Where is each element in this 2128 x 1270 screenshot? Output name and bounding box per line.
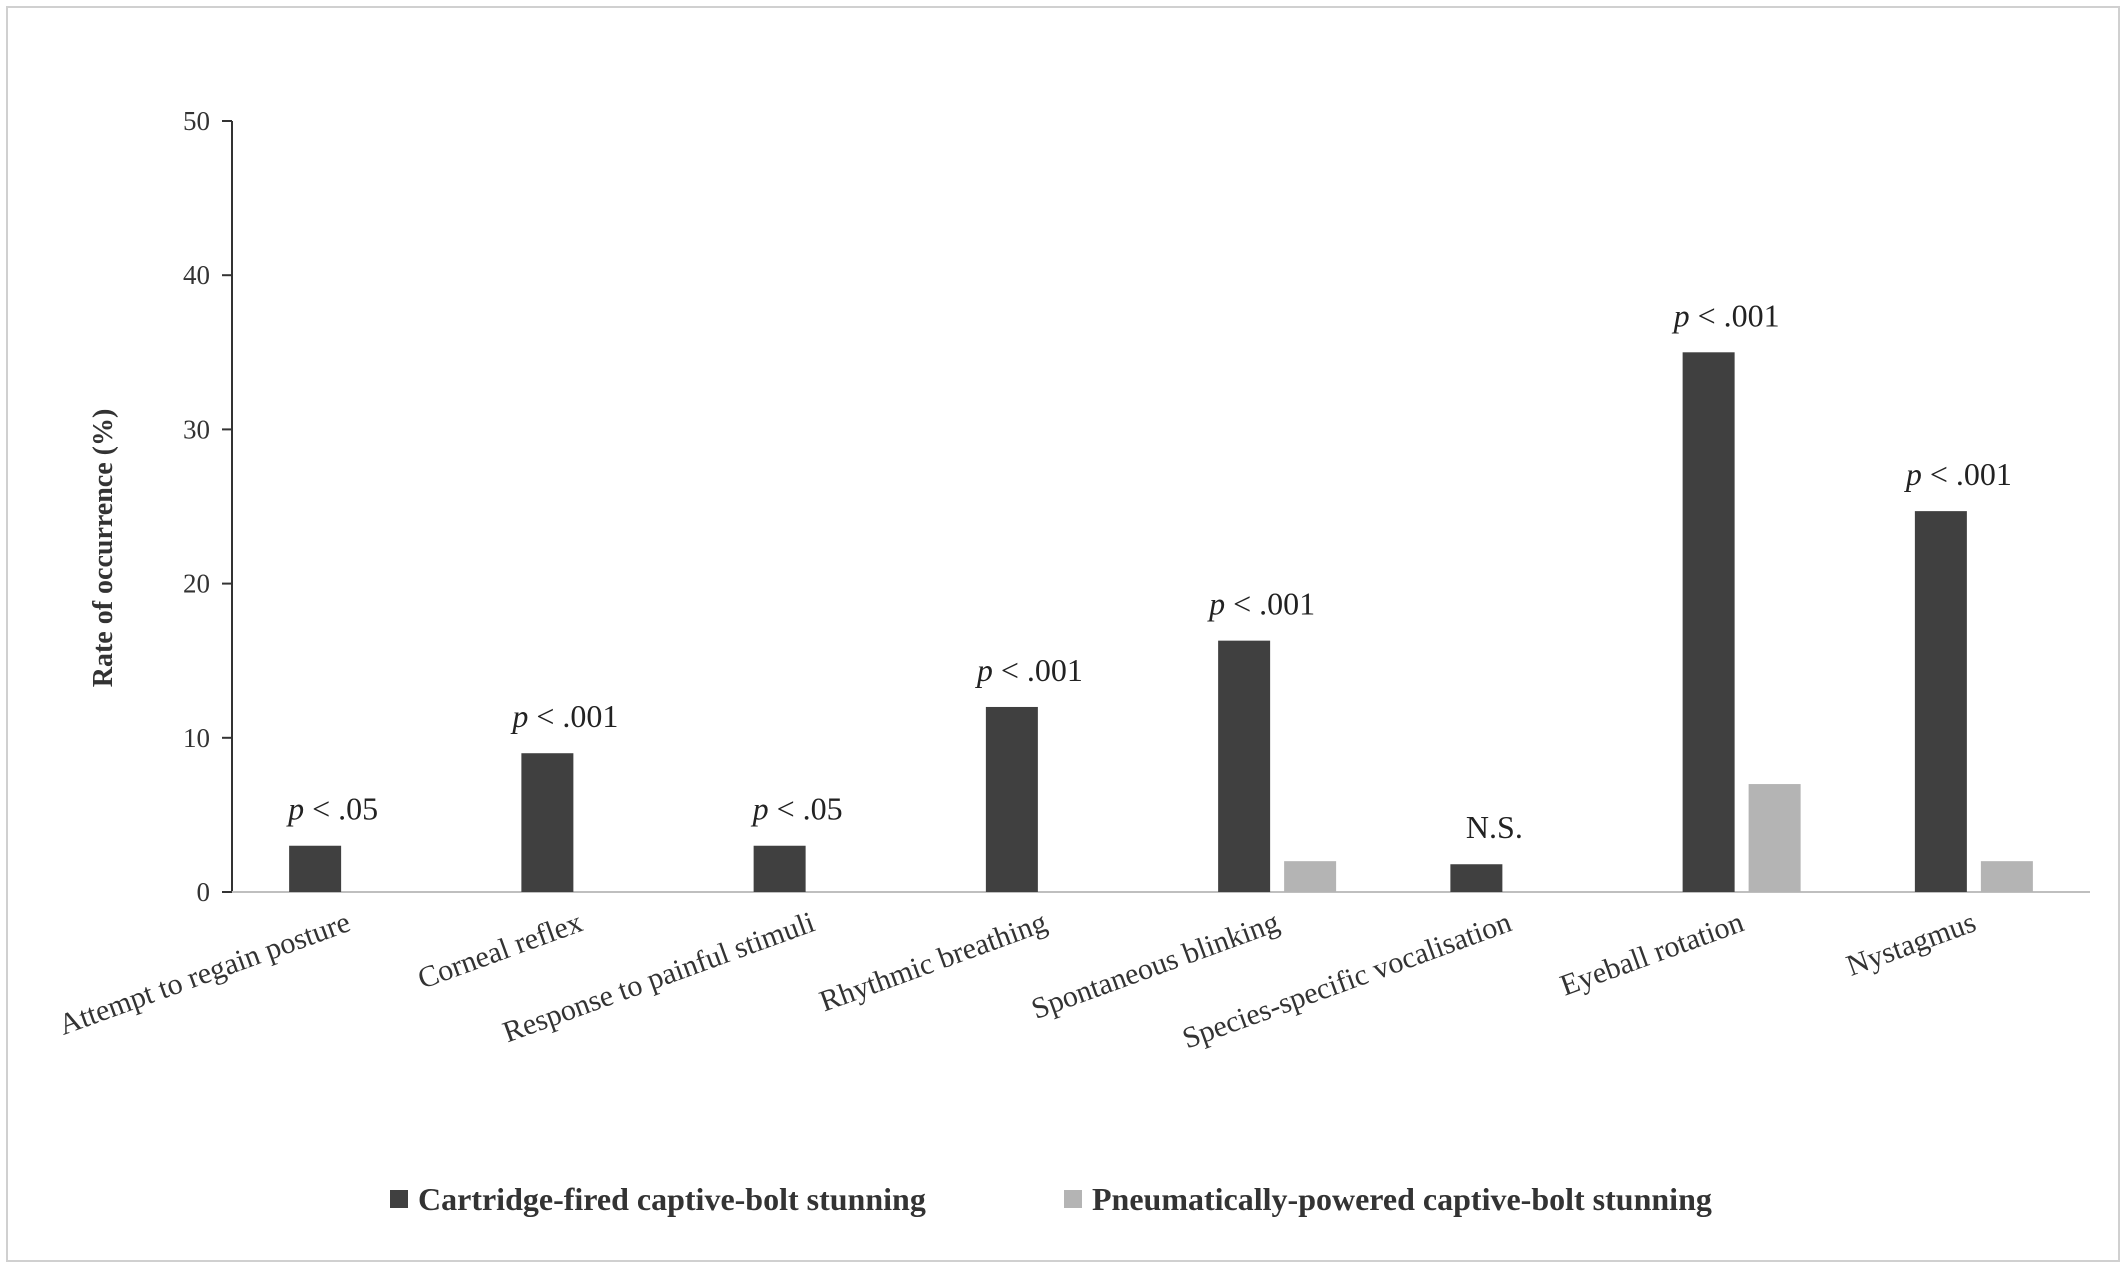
legend-swatch-cartridge-fired [390, 1190, 408, 1208]
significance-label: p < .05 [286, 791, 378, 827]
category-label: Corneal reflex [413, 906, 586, 996]
p-value: N.S. [1466, 809, 1523, 845]
bar-cartridge-fired [289, 845, 342, 892]
significance-label: p < .001 [1207, 586, 1315, 622]
p-symbol: p [1207, 586, 1225, 622]
bar-cartridge-fired [521, 753, 574, 892]
chart-frame: Rate of occurrence (%) 0 10 20 30 40 50 p < .… [6, 6, 2120, 1262]
bar-cartridge-fired [1450, 864, 1503, 892]
category-label: Rhythmic breathing [815, 906, 1051, 1019]
bar-pneumatically-powered [1980, 861, 2033, 892]
significance-label: p < .001 [510, 698, 618, 734]
p-symbol: p [1904, 456, 1922, 492]
p-value: < .001 [1922, 456, 2012, 492]
category-label: Eyeball rotation [1556, 906, 1748, 1003]
legend-label-cartridge-fired: Cartridge-fired captive-bolt stunning [418, 1181, 926, 1217]
significance-label: p < .001 [975, 652, 1083, 688]
p-value: < .05 [769, 791, 843, 827]
p-symbol: p [975, 652, 993, 688]
significance-label: N.S. [1466, 809, 1523, 845]
legend-swatch-pneumatically-powered [1064, 1190, 1082, 1208]
y-tick-label: 10 [183, 723, 210, 753]
bar-chart: Rate of occurrence (%) 0 10 20 30 40 50 p < .… [54, 106, 2090, 1217]
y-axis-title: Rate of occurrence (%) [88, 409, 119, 688]
p-symbol: p [1672, 297, 1690, 333]
p-symbol: p [510, 698, 528, 734]
significance-label: p < .001 [1672, 297, 1780, 333]
category-label: Nystagmus [1842, 906, 1980, 983]
p-value: < .05 [304, 791, 378, 827]
bar-cartridge-fired [1682, 352, 1735, 892]
bar-pneumatically-powered [1284, 861, 1337, 892]
bar-pneumatically-powered [1748, 784, 1801, 892]
p-value: < .001 [1225, 586, 1315, 622]
bar-cartridge-fired [753, 845, 806, 892]
legend: Cartridge-fired captive-bolt stunning Pne… [390, 1181, 1712, 1217]
bars [289, 352, 2033, 892]
p-value: < .001 [528, 698, 618, 734]
significance-label: p < .05 [751, 791, 843, 827]
p-symbol: p [751, 791, 769, 827]
p-symbol: p [286, 791, 304, 827]
y-tick-label: 0 [197, 877, 211, 907]
category-labels: Attempt to regain posture Corneal reflex R… [54, 906, 1980, 1056]
bar-cartridge-fired [985, 706, 1038, 892]
significance-label: p < .001 [1904, 456, 2012, 492]
bar-cartridge-fired [1914, 511, 1967, 892]
category-label: Attempt to regain posture [54, 906, 354, 1042]
y-axis-title-group: Rate of occurrence (%) [88, 409, 119, 688]
y-tick-label: 30 [183, 414, 210, 444]
y-tick-label: 20 [183, 569, 210, 599]
axes: 0 10 20 30 40 50 [183, 106, 2090, 907]
p-value: < .001 [993, 652, 1083, 688]
bar-cartridge-fired [1218, 640, 1271, 892]
p-value: < .001 [1690, 297, 1780, 333]
legend-label-pneumatically-powered: Pneumatically-powered captive-bolt stunn… [1092, 1181, 1712, 1217]
y-tick-label: 40 [183, 260, 210, 290]
y-tick-label: 50 [183, 106, 210, 136]
